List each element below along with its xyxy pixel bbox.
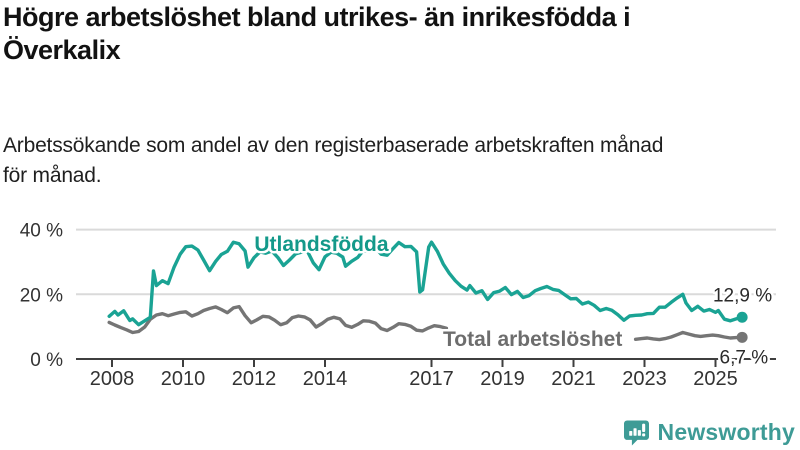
x-axis-label: 2012 (232, 368, 277, 390)
x-axis-label: 2019 (480, 368, 525, 390)
page-title: Högre arbetslöshet bland utrikes- än inr… (3, 1, 798, 67)
series-label: Total arbetslöshet (443, 328, 622, 351)
x-axis-label: 2010 (161, 368, 206, 390)
y-axis-label: 20 % (20, 285, 63, 306)
page-title-line2: Överkalix (3, 35, 121, 65)
x-axis-label: 2023 (622, 368, 667, 390)
end-value-label: 6,7 % (720, 347, 769, 368)
data-series (107, 240, 748, 343)
x-axis-label: 2021 (551, 368, 596, 390)
x-axis-label: 2025 (693, 368, 738, 390)
page-title-line1: Högre arbetslöshet bland utrikes- än inr… (3, 2, 631, 32)
series-label: Utlandsfödda (254, 233, 388, 256)
x-axis (76, 358, 776, 367)
chart-subtitle-line2: för månad. (3, 164, 102, 187)
x-axis-label: 2017 (409, 368, 454, 390)
series-end-dot (736, 331, 748, 343)
gridlines (76, 228, 776, 296)
logo-exclamation-bar (641, 423, 645, 432)
line-chart: 0 % 20 % 40 % 2008 2010 2012 2014 2017 2019 2021 2… (20, 221, 776, 390)
logo-bar-tall (633, 428, 637, 436)
y-axis-label: 40 % (20, 221, 63, 242)
axis-labels: 0 % 20 % 40 % 2008 2010 2012 2014 2017 2019 2021 2… (20, 221, 738, 390)
series-line (107, 240, 744, 327)
x-axis-label: 2008 (90, 368, 135, 390)
logo-exclamation-dot (641, 433, 645, 437)
y-axis-label: 0 % (30, 350, 63, 371)
logo-bar-small (628, 431, 632, 436)
series-end-dot (736, 311, 748, 323)
annotations: Utlandsfödda 12,9 % Total arbetslöshet 6,7 … (252, 230, 775, 370)
newsworthy-logo: Newsworthy (622, 418, 795, 447)
logo-bar-medium (637, 430, 641, 436)
x-axis-label: 2014 (303, 368, 348, 390)
series-line (107, 304, 449, 335)
series-line (633, 330, 744, 342)
newsworthy-logo-icon (623, 420, 649, 446)
newsworthy-logo-text: Newsworthy (657, 419, 795, 445)
chart-subtitle: Arbetssökande som andel av den registerb… (3, 131, 773, 191)
end-value-label: 12,9 % (713, 285, 772, 306)
chart-subtitle-line1: Arbetssökande som andel av den registerb… (3, 134, 664, 157)
